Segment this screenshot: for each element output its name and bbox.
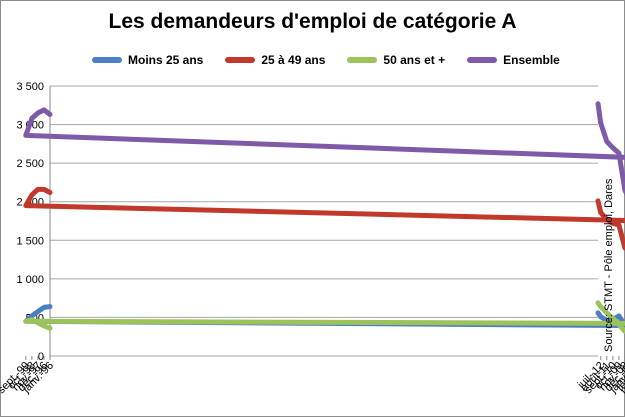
x-axis-ticks: janv.-96déc.-96nov.-97oct.-98sept.-99aoû… xyxy=(0,356,625,397)
series-line-moins-25 xyxy=(23,304,625,329)
chart-title: Les demandeurs d'emploi de catégorie A xyxy=(108,10,517,33)
legend-swatch-25-49 xyxy=(225,57,256,63)
legend-label-moins-25: Moins 25 ans xyxy=(128,53,204,67)
legend-label-ensemble: Ensemble xyxy=(503,53,560,67)
legend-swatch-moins-25 xyxy=(92,57,122,63)
legend-item-25-49: 25 à 49 ans xyxy=(225,53,325,67)
gridlines xyxy=(49,85,598,357)
legend-item-moins-25: Moins 25 ans xyxy=(92,53,203,67)
series-lines xyxy=(23,101,625,335)
series-line-50-plus xyxy=(23,300,625,335)
y-tick-label: 3 500 xyxy=(16,81,44,93)
y-tick-label: 0 xyxy=(38,351,44,363)
y-tick-label: 2 500 xyxy=(16,158,44,170)
legend-swatch-ensemble xyxy=(467,57,498,63)
legend-item-50-plus: 50 ans et + xyxy=(347,53,445,67)
y-tick-label: 1 500 xyxy=(16,235,44,247)
series-line-ensemble xyxy=(23,101,625,196)
legend-item-ensemble: Ensemble xyxy=(467,53,560,67)
legend-label-50-plus: 50 ans et + xyxy=(383,53,446,67)
series-line-25-49 xyxy=(23,186,625,251)
source-note: Source: STMT - Pôle emploi, Dares xyxy=(603,178,615,352)
chart-legend: Moins 25 ans 25 à 49 ans 50 ans et + Ens… xyxy=(92,51,582,69)
y-tick-label: 1 000 xyxy=(16,274,44,286)
legend-swatch-50-plus xyxy=(347,57,378,63)
legend-label-25-49: 25 à 49 ans xyxy=(261,53,326,67)
